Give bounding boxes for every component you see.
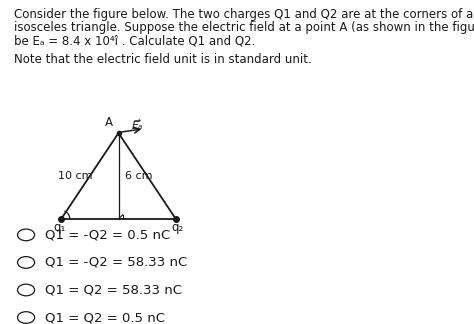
Text: be Eₐ = 8.4 x 10⁴î . Calculate Q1 and Q2.: be Eₐ = 8.4 x 10⁴î . Calculate Q1 and Q2… — [14, 34, 255, 47]
Text: Note that the electric field unit is in standard unit.: Note that the electric field unit is in … — [14, 53, 312, 66]
Text: Q1 = -Q2 = 58.33 nC: Q1 = -Q2 = 58.33 nC — [45, 256, 187, 269]
Text: Q1 = Q2 = 0.5 nC: Q1 = Q2 = 0.5 nC — [45, 311, 165, 324]
Text: Q1 = Q2 = 58.33 nC: Q1 = Q2 = 58.33 nC — [45, 284, 182, 296]
Text: Eₐ: Eₐ — [131, 121, 143, 131]
Text: Consider the figure below. The two charges Q1 and Q2 are at the corners of an: Consider the figure below. The two charg… — [14, 8, 474, 21]
Text: →: → — [134, 116, 141, 125]
Text: q₁: q₁ — [54, 221, 66, 234]
Text: 6 cm: 6 cm — [125, 171, 153, 181]
Text: Q1 = -Q2 = 0.5 nC: Q1 = -Q2 = 0.5 nC — [45, 228, 170, 241]
Text: A: A — [104, 116, 112, 129]
Text: 10 cm: 10 cm — [58, 171, 93, 181]
Text: isosceles triangle. Suppose the electric field at a point A (as shown in the fig: isosceles triangle. Suppose the electric… — [14, 21, 474, 34]
Text: q₂: q₂ — [171, 221, 183, 234]
